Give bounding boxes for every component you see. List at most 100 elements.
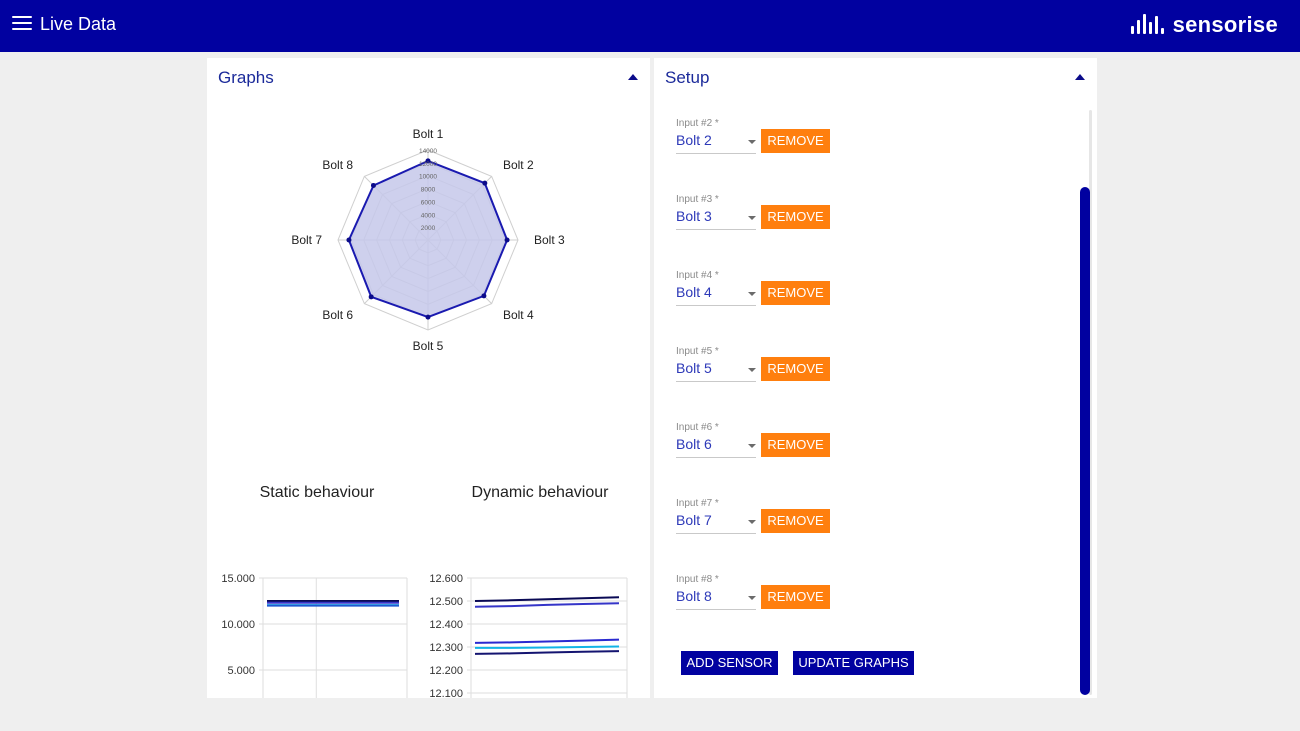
y-tick-label: 12.600 [429, 573, 463, 585]
y-tick-label: 12.200 [429, 665, 463, 677]
series-line [474, 638, 620, 644]
radar-tick-label: 4000 [421, 212, 436, 219]
collapse-graphs-icon[interactable] [628, 74, 638, 80]
field-value: Bolt 7 [676, 512, 712, 528]
input-row: Input #4 * Bolt 4 REMOVE [676, 270, 976, 310]
radar-tick-label: 2000 [421, 225, 436, 232]
hamburger-menu-icon[interactable] [12, 16, 32, 34]
dropdown-arrow-icon [748, 596, 756, 600]
app-bar: Live Data sensorise [0, 0, 1300, 52]
setup-scroll-area: Input #2 * Bolt 2 REMOVE Input #3 * Bolt… [654, 108, 1097, 698]
radar-category-label: Bolt 6 [322, 308, 353, 322]
input-row: Input #3 * Bolt 3 REMOVE [676, 194, 976, 234]
field-label: Input #5 * [676, 346, 719, 357]
dropdown-arrow-icon [748, 140, 756, 144]
radar-point [425, 314, 431, 320]
add-sensor-button[interactable]: ADD SENSOR [681, 651, 778, 675]
radar-point [368, 294, 374, 300]
remove-button[interactable]: REMOVE [761, 129, 830, 153]
series-line [474, 596, 620, 602]
remove-button[interactable]: REMOVE [761, 357, 830, 381]
sensor-select[interactable]: Input #3 * Bolt 3 [676, 194, 756, 230]
radar-category-label: Bolt 7 [291, 233, 322, 247]
series-line [474, 602, 620, 608]
remove-button[interactable]: REMOVE [761, 585, 830, 609]
field-label: Input #4 * [676, 270, 719, 281]
soundwave-icon [1130, 14, 1167, 34]
remove-button[interactable]: REMOVE [761, 205, 830, 229]
field-value: Bolt 6 [676, 436, 712, 452]
radar-tick-label: 6000 [421, 199, 436, 206]
field-value: Bolt 2 [676, 132, 712, 148]
series-line [475, 645, 620, 649]
input-row: Input #6 * Bolt 6 REMOVE [676, 422, 976, 462]
sensor-select[interactable]: Input #7 * Bolt 7 [676, 498, 756, 534]
setup-panel-title: Setup [665, 68, 710, 87]
field-label: Input #6 * [676, 422, 719, 433]
sensor-select[interactable]: Input #6 * Bolt 6 [676, 422, 756, 458]
radar-category-label: Bolt 2 [503, 158, 534, 172]
dynamic-behaviour-chart: Dynamic behaviour 12.00012.10012.20012.3… [429, 484, 628, 698]
collapse-setup-icon[interactable] [1075, 74, 1085, 80]
field-value: Bolt 4 [676, 284, 712, 300]
dropdown-arrow-icon [748, 520, 756, 524]
radar-tick-label: 8000 [421, 187, 436, 194]
radar-point [425, 158, 431, 164]
radar-point [370, 182, 376, 188]
radar-tick-label: 12000 [419, 161, 437, 168]
brand-logo: sensorise [1130, 12, 1278, 38]
radar-chart: Bolt 1 Bolt 2 Bolt 3 Bolt 4 Bolt 5 Bolt 6 Bolt… [291, 127, 565, 353]
input-row: Input #2 * Bolt 2 REMOVE [676, 118, 976, 158]
radar-tick-label: 10000 [419, 174, 437, 181]
remove-button[interactable]: REMOVE [761, 281, 830, 305]
y-tick-label: 12.400 [429, 619, 463, 631]
graphs-panel-title: Graphs [218, 68, 274, 87]
series-line [474, 650, 620, 655]
radar-point [481, 293, 487, 299]
y-tick-label: 12.500 [429, 596, 463, 608]
brand-name: sensorise [1172, 12, 1278, 37]
field-label: Input #8 * [676, 574, 719, 585]
radar-category-label: Bolt 8 [322, 158, 353, 172]
radar-point [482, 180, 488, 186]
remove-button[interactable]: REMOVE [761, 509, 830, 533]
radar-category-label: Bolt 1 [413, 127, 444, 141]
setup-panel: Setup Input #2 * Bolt 2 REMOVE Input #3 … [654, 58, 1097, 698]
field-label: Input #2 * [676, 118, 719, 129]
sensor-select[interactable]: Input #5 * Bolt 5 [676, 346, 756, 382]
y-tick-label: 10.000 [221, 619, 255, 631]
sensor-select[interactable]: Input #4 * Bolt 4 [676, 270, 756, 306]
chart-title: Static behaviour [260, 484, 375, 501]
y-tick-label: 15.000 [221, 573, 255, 585]
dropdown-arrow-icon [748, 444, 756, 448]
dropdown-arrow-icon [748, 292, 756, 296]
dropdown-arrow-icon [748, 368, 756, 372]
radar-category-label: Bolt 3 [534, 233, 565, 247]
input-row: Input #8 * Bolt 8 REMOVE [676, 574, 976, 614]
radar-point [346, 237, 352, 243]
field-value: Bolt 8 [676, 588, 712, 604]
y-tick-label: 5.000 [227, 665, 255, 677]
field-label: Input #3 * [676, 194, 719, 205]
radar-point [504, 237, 510, 243]
field-value: Bolt 5 [676, 360, 712, 376]
chart-title: Dynamic behaviour [472, 484, 610, 501]
sensor-select[interactable]: Input #8 * Bolt 8 [676, 574, 756, 610]
input-row: Input #5 * Bolt 5 REMOVE [676, 346, 976, 386]
update-graphs-button[interactable]: UPDATE GRAPHS [793, 651, 914, 675]
remove-button[interactable]: REMOVE [761, 433, 830, 457]
dropdown-arrow-icon [748, 216, 756, 220]
graphs-panel: Graphs Bolt 1 Bolt 2 Bolt 3 Bolt 4 Bolt 5 Bol… [207, 58, 650, 698]
page-title: Live Data [40, 14, 117, 34]
input-row: Input #7 * Bolt 7 REMOVE [676, 498, 976, 538]
radar-category-label: Bolt 5 [413, 339, 444, 353]
sensor-select[interactable]: Input #2 * Bolt 2 [676, 118, 756, 154]
y-tick-label: 12.100 [429, 688, 463, 698]
radar-tick-label: 14000 [419, 148, 437, 155]
field-label: Input #7 * [676, 498, 719, 509]
scrollbar-track[interactable] [1089, 110, 1092, 695]
y-tick-label: 12.300 [429, 642, 463, 654]
radar-category-label: Bolt 4 [503, 308, 534, 322]
scrollbar-thumb[interactable] [1080, 187, 1090, 695]
